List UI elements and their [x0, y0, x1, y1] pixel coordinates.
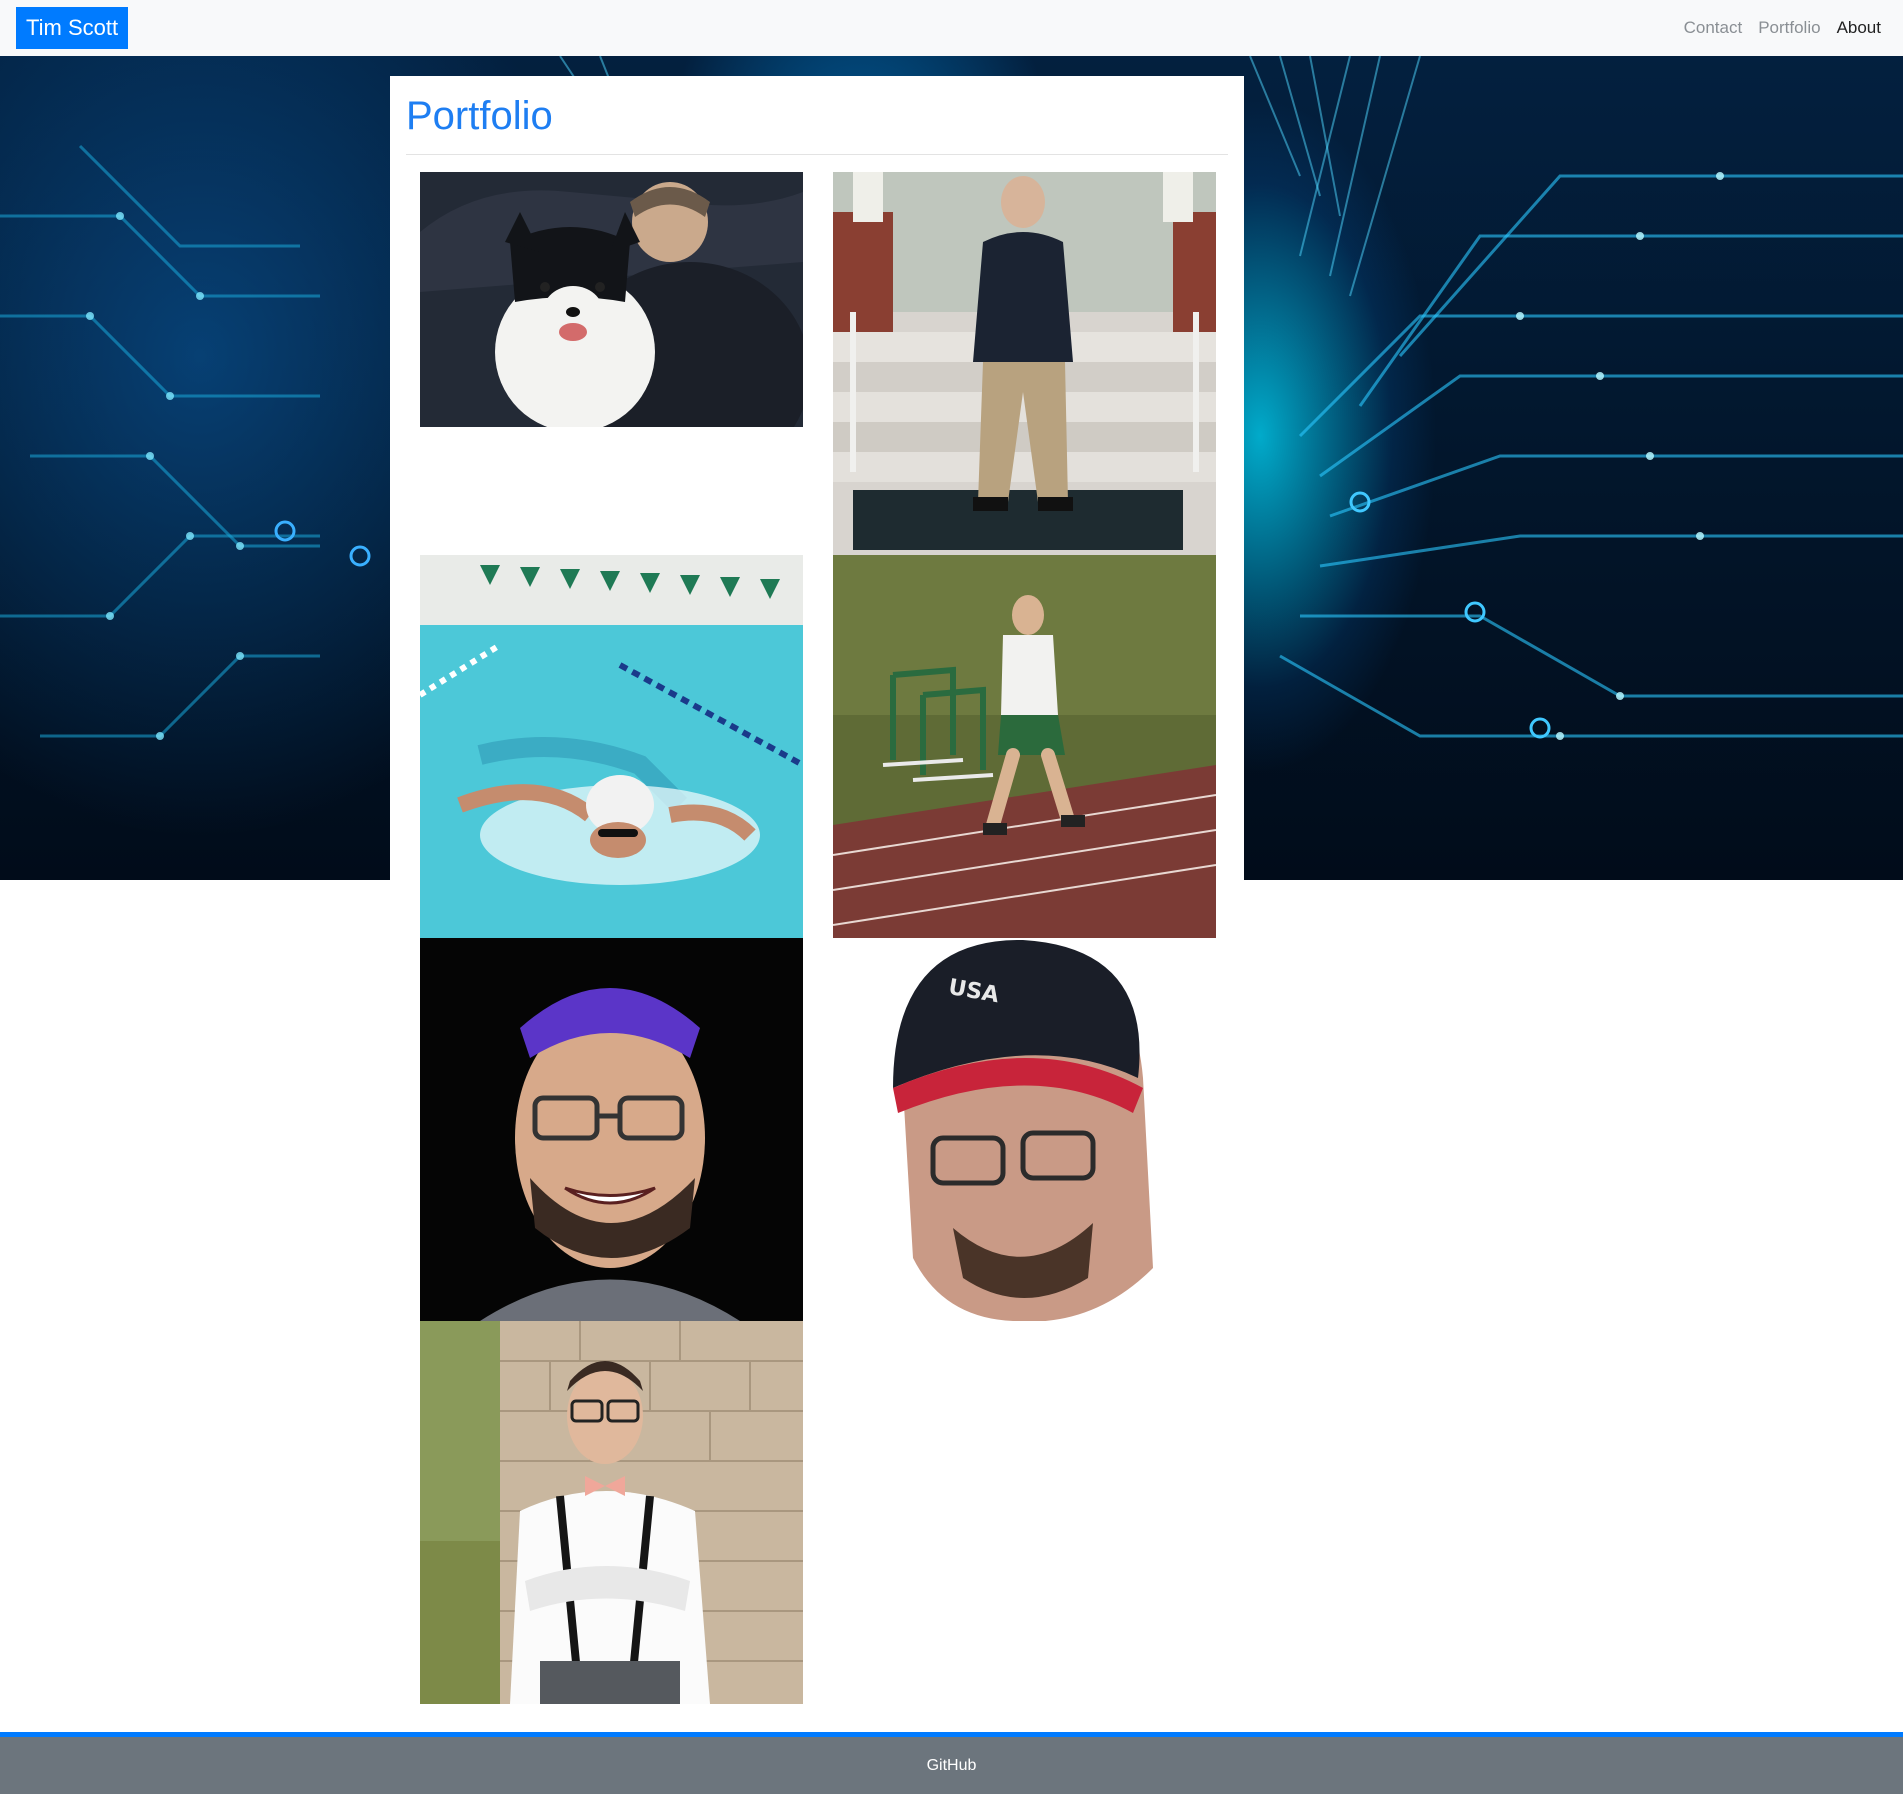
portfolio-photo-cap-cutout[interactable]: USA: [833, 938, 1216, 1321]
nav-link-about[interactable]: About: [1836, 18, 1881, 37]
nav-link-contact[interactable]: Contact: [1683, 18, 1743, 37]
footer: GitHub: [0, 1732, 1903, 1794]
github-link[interactable]: GitHub: [926, 1756, 977, 1774]
portfolio-photo-steps[interactable]: [833, 172, 1216, 555]
page-title: Portfolio: [406, 94, 553, 138]
portfolio-photo-headshot[interactable]: [420, 938, 803, 1321]
portfolio-photo-bowtie[interactable]: [420, 1321, 803, 1704]
nav-link-portfolio[interactable]: Portfolio: [1758, 18, 1821, 37]
brand-link[interactable]: Tim Scott: [16, 7, 129, 49]
navbar: Tim Scott Contact Portfolio About: [0, 0, 1903, 56]
title-divider: [406, 154, 1228, 155]
portfolio-card: Portfolio: [390, 76, 1244, 1732]
portfolio-photo-running[interactable]: [833, 555, 1216, 938]
portfolio-photo-swimming[interactable]: [420, 555, 803, 938]
nav-links: Contact Portfolio About: [1684, 18, 1887, 38]
portfolio-photo-dog[interactable]: [420, 172, 803, 427]
